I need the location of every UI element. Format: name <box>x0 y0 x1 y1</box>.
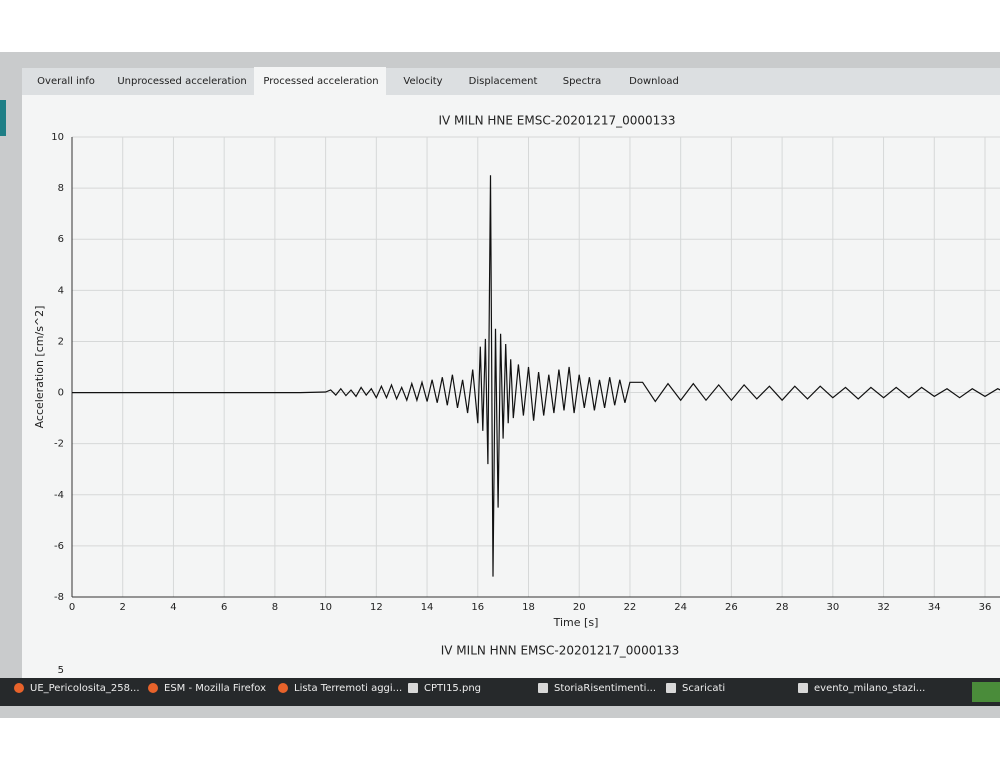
x-tick-label: 28 <box>776 602 789 613</box>
task-item[interactable]: Scaricati <box>682 683 725 694</box>
task-item[interactable]: StoriaRisentimenti... <box>554 683 656 694</box>
tab[interactable]: Processed acceleration <box>263 76 378 87</box>
y-tick-label: 0 <box>58 388 64 399</box>
tab-bar <box>22 68 1000 96</box>
y-axis-label: Acceleration [cm/s^2] <box>33 306 46 429</box>
task-icon <box>538 683 548 693</box>
next-chart-tick: 5 <box>58 665 64 676</box>
tab[interactable]: Velocity <box>403 76 442 87</box>
y-tick-label: 2 <box>58 336 64 347</box>
tray-icon <box>972 682 1000 702</box>
tab[interactable]: Download <box>629 76 679 87</box>
tab[interactable]: Spectra <box>563 76 602 87</box>
x-tick-label: 14 <box>421 602 434 613</box>
y-tick-label: -2 <box>54 439 64 450</box>
x-tick-label: 20 <box>573 602 586 613</box>
next-chart-title: IV MILN HNN EMSC-20201217_0000133 <box>441 644 680 658</box>
taskbar <box>0 678 1000 706</box>
chart-panel <box>22 95 1000 680</box>
chart-title: IV MILN HNE EMSC-20201217_0000133 <box>438 114 675 128</box>
x-tick-label: 4 <box>170 602 176 613</box>
x-tick-label: 8 <box>272 602 278 613</box>
y-tick-label: -6 <box>54 541 64 552</box>
task-icon <box>278 683 288 693</box>
x-tick-label: 16 <box>471 602 484 613</box>
task-icon <box>148 683 158 693</box>
x-tick-label: 6 <box>221 602 227 613</box>
task-icon <box>798 683 808 693</box>
task-item[interactable]: CPTI15.png <box>424 683 481 694</box>
x-tick-label: 34 <box>928 602 941 613</box>
x-axis-label: Time [s] <box>553 616 599 629</box>
tab[interactable]: Overall info <box>37 76 95 87</box>
x-tick-label: 30 <box>826 602 839 613</box>
task-item[interactable]: Lista Terremoti aggi... <box>294 683 402 694</box>
active-tab <box>254 67 386 96</box>
task-item[interactable]: ESM - Mozilla Firefox <box>164 683 266 694</box>
x-tick-label: 22 <box>624 602 637 613</box>
task-item[interactable]: evento_milano_stazi... <box>814 683 925 694</box>
x-tick-label: 32 <box>877 602 890 613</box>
x-tick-label: 26 <box>725 602 738 613</box>
side-accent <box>0 100 6 136</box>
tab[interactable]: Unprocessed acceleration <box>117 76 246 87</box>
x-tick-label: 36 <box>979 602 992 613</box>
y-tick-label: 8 <box>58 183 64 194</box>
signal-line <box>72 175 1000 577</box>
task-icon <box>666 683 676 693</box>
tab[interactable]: Displacement <box>469 76 538 87</box>
task-icon <box>408 683 418 693</box>
x-tick-label: 18 <box>522 602 535 613</box>
y-tick-label: 6 <box>58 234 64 245</box>
task-item[interactable]: UE_Pericolosita_258... <box>30 683 140 694</box>
x-tick-label: 2 <box>120 602 126 613</box>
x-tick-label: 10 <box>319 602 332 613</box>
task-icon <box>14 683 24 693</box>
x-tick-label: 24 <box>674 602 687 613</box>
y-tick-label: -8 <box>54 592 64 603</box>
y-tick-label: -4 <box>54 490 64 501</box>
y-tick-label: 4 <box>58 285 64 296</box>
x-tick-label: 0 <box>69 602 75 613</box>
x-tick-label: 12 <box>370 602 383 613</box>
y-tick-label: 10 <box>51 132 64 143</box>
